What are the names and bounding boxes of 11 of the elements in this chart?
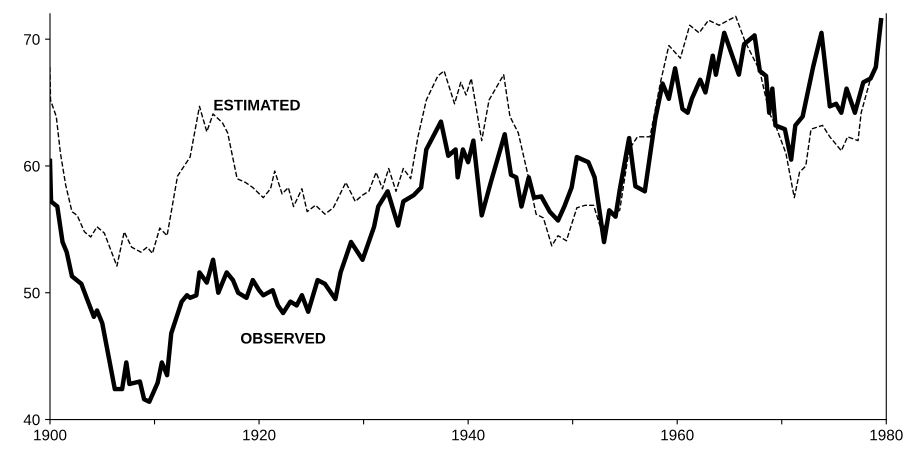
x-tick-label: 1980 <box>870 430 903 440</box>
x-tick-label: 1960 <box>661 430 694 440</box>
y-tick-label: 40 <box>24 414 40 426</box>
y-tick-label: 60 <box>24 160 40 172</box>
x-tick-label: 1920 <box>243 430 276 440</box>
y-tick-label: 70 <box>24 34 40 45</box>
series-label: ESTIMATED <box>214 100 300 110</box>
x-tick-label: 1940 <box>452 430 485 440</box>
series-label: OBSERVED <box>240 332 326 344</box>
y-tick-label: 50 <box>24 288 40 298</box>
x-tick-label: 1900 <box>34 430 66 440</box>
